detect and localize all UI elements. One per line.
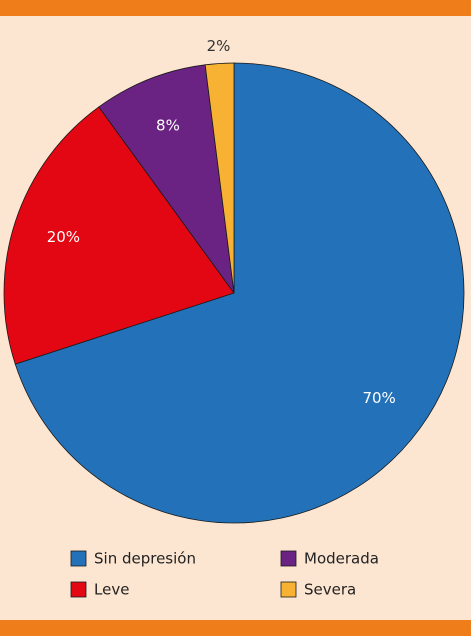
data-label: 8% (156, 117, 180, 135)
legend-label: Leve (94, 581, 129, 599)
legend-label: Severa (304, 581, 356, 599)
top-band (0, 0, 471, 16)
pie-slice (3, 106, 235, 365)
legend-swatch (70, 581, 87, 598)
data-label: 20% (47, 228, 80, 246)
legend-swatch (280, 550, 297, 567)
legend-swatch (280, 581, 297, 598)
data-label: 2% (207, 37, 231, 55)
pie-slice (14, 62, 465, 524)
pie-slice (204, 62, 235, 294)
pie-slice (98, 64, 235, 294)
pie (3, 62, 465, 524)
bottom-band (0, 620, 471, 636)
legend-swatch (70, 550, 87, 567)
legend-label: Sin depresión (94, 550, 196, 568)
legend-label: Moderada (304, 550, 379, 568)
data-label: 70% (362, 389, 395, 407)
legend: Sin depresión Leve Moderada Severa (70, 550, 379, 599)
